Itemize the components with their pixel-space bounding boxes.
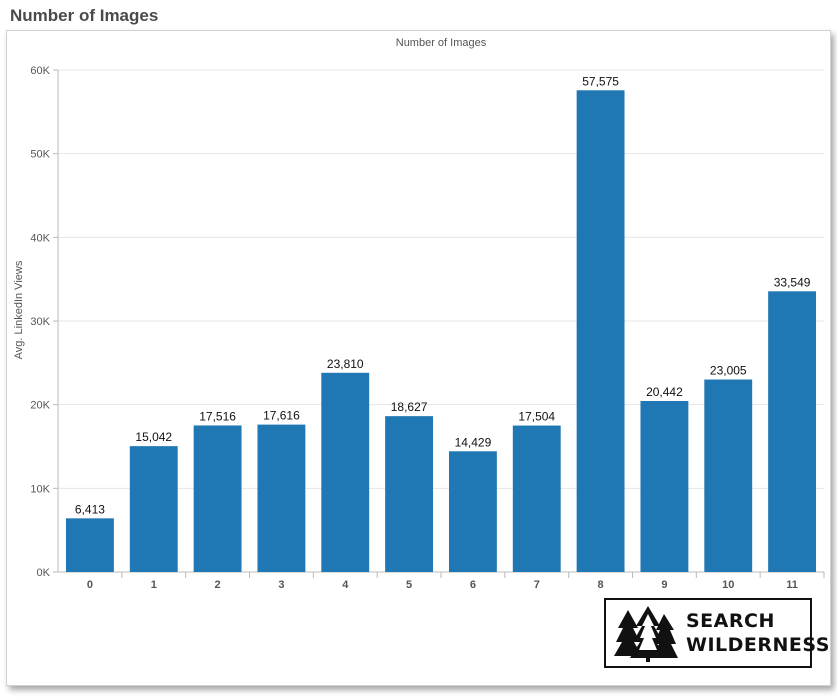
logo-text-search: SEARCH <box>686 610 775 632</box>
y-axis-label: Avg. LinkedIn Views <box>13 260 25 359</box>
bars <box>65 90 817 572</box>
x-tick-label: 9 <box>661 579 667 591</box>
data-labels: 6,413 15,042 17,516 17,616 23,810 18,627 14,42… <box>75 74 811 516</box>
data-label: 23,005 <box>710 364 747 378</box>
bar <box>704 379 753 572</box>
x-tick-label: 11 <box>786 579 798 591</box>
x-tick-label: 0 <box>87 579 93 591</box>
bar <box>257 424 306 572</box>
x-tick-label: 1 <box>151 579 157 591</box>
bar <box>768 291 817 572</box>
chart-title: Number of Images <box>396 37 487 49</box>
chart-frame <box>6 30 831 686</box>
data-label: 17,504 <box>518 410 555 424</box>
bar <box>448 451 497 572</box>
y-tick-label: 20K <box>30 400 50 412</box>
page-title: Number of Images <box>10 6 159 25</box>
data-label: 15,042 <box>135 430 172 444</box>
x-tick-label: 10 <box>722 579 734 591</box>
y-tick-label: 60K <box>30 65 50 77</box>
x-tick-label: 6 <box>470 579 476 591</box>
x-tick-label: 4 <box>342 579 349 591</box>
bar <box>321 372 370 572</box>
data-label: 17,616 <box>263 409 300 423</box>
y-axis: 0K 10K 20K 30K 40K 50K 60K <box>30 65 59 579</box>
data-label: 20,442 <box>646 385 683 399</box>
bar <box>193 425 242 572</box>
x-tick-label: 5 <box>406 579 412 591</box>
y-tick-label: 50K <box>30 149 50 161</box>
data-label: 18,627 <box>391 400 428 414</box>
data-label: 6,413 <box>75 502 105 516</box>
pine-trees-icon <box>614 606 678 662</box>
y-tick-label: 40K <box>30 232 50 244</box>
data-label: 33,549 <box>774 275 811 289</box>
search-wilderness-logo: SEARCH WILDERNESS <box>604 598 829 668</box>
data-label: 23,810 <box>327 357 364 371</box>
bar <box>385 416 434 572</box>
x-tick-label: 8 <box>598 579 604 591</box>
y-tick-label: 30K <box>30 316 50 328</box>
data-label: 17,516 <box>199 409 236 423</box>
logo-text-wilderness: WILDERNESS <box>686 634 830 656</box>
data-label: 57,575 <box>582 74 619 88</box>
bar <box>512 425 561 572</box>
y-tick-label: 0K <box>37 567 51 579</box>
x-axis: 0 1 2 3 4 5 6 7 8 9 10 11 <box>87 572 825 591</box>
x-tick-label: 2 <box>215 579 221 591</box>
x-tick-label: 3 <box>278 579 284 591</box>
y-tick-label: 10K <box>30 483 50 495</box>
x-tick-label: 7 <box>534 579 540 591</box>
bar <box>129 446 178 572</box>
bar <box>65 518 114 572</box>
data-label: 14,429 <box>455 435 492 449</box>
bar <box>640 400 689 572</box>
bar <box>576 90 625 572</box>
